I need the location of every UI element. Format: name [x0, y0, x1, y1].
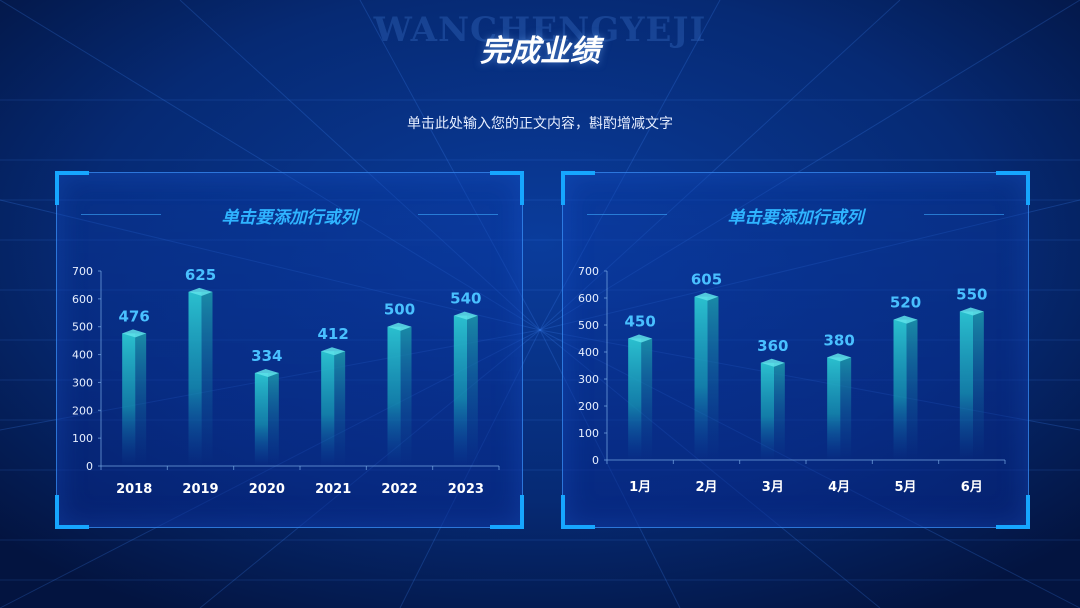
bar-side	[973, 311, 984, 460]
data-label: 550	[956, 286, 987, 304]
data-label: 500	[384, 301, 415, 319]
bar[interactable]	[827, 357, 841, 460]
y-tick-label: 600	[578, 292, 599, 305]
y-tick-label: 0	[592, 454, 599, 467]
watermark-text: WANCHENGYEJI	[373, 10, 707, 50]
bar-chart-monthly[interactable]: 0 100 200 300 400 500 600 700 450 1月 605 2月 360 3月 380…	[563, 173, 1028, 527]
data-label: 450	[625, 313, 656, 331]
y-tick-label: 100	[578, 427, 599, 440]
data-label: 605	[691, 271, 722, 289]
x-tick-label: 1月	[629, 480, 651, 495]
bar[interactable]	[959, 311, 974, 461]
corner-decoration	[996, 495, 1030, 529]
data-label: 380	[824, 331, 855, 349]
corner-decoration	[490, 495, 524, 529]
bar[interactable]	[321, 351, 335, 466]
data-label: 540	[450, 290, 481, 308]
bar-side	[201, 291, 213, 466]
data-label: 334	[251, 347, 282, 365]
bar-top	[321, 347, 346, 356]
x-tick-label: 3月	[762, 480, 784, 495]
bar[interactable]	[188, 291, 202, 466]
bar-top	[760, 358, 785, 367]
page-subtitle[interactable]: 单击此处输入您的正文内容，斟酌增减文字	[407, 116, 673, 132]
data-label: 625	[185, 266, 216, 284]
y-tick-label: 500	[578, 319, 599, 332]
bar-top	[628, 334, 653, 343]
x-tick-label: 2020	[249, 482, 285, 497]
bar-side	[774, 362, 785, 460]
title-divider	[587, 214, 667, 215]
page-title: 完成业绩	[480, 34, 600, 69]
bar-side	[400, 326, 412, 466]
corner-decoration	[561, 171, 595, 205]
x-tick-label: 2月	[695, 480, 717, 495]
corner-decoration	[55, 171, 89, 205]
bar[interactable]	[760, 362, 775, 460]
bar-side	[135, 333, 147, 466]
chart-title[interactable]: 单击要添加行或列	[221, 208, 358, 228]
chart-panel-left: 单击要添加行或列 0 100 200 300 400 500 600 700 476 2018 62…	[55, 171, 524, 529]
bar-top	[453, 311, 478, 320]
x-tick-label: 2023	[448, 482, 484, 497]
bar-side	[707, 296, 719, 460]
bar-top	[122, 329, 147, 338]
corner-decoration	[561, 495, 595, 529]
y-tick-label: 400	[578, 346, 599, 359]
chart-panel-right: 单击要添加行或列 0 100 200 300 400 500 600 700 450 1月 605 2…	[561, 171, 1030, 529]
corner-decoration	[55, 495, 89, 529]
bar-side	[467, 315, 478, 466]
y-tick-label: 0	[86, 460, 93, 473]
y-tick-label: 200	[578, 400, 599, 413]
y-tick-label: 700	[72, 265, 93, 278]
chart-title[interactable]: 单击要添加行或列	[727, 208, 864, 228]
bar-side	[906, 319, 918, 460]
x-tick-label: 2018	[116, 482, 152, 497]
bar-side	[641, 338, 653, 460]
bar-top	[893, 315, 918, 324]
bar-top	[827, 353, 852, 362]
y-tick-label: 300	[72, 376, 93, 389]
title-divider	[81, 214, 161, 215]
bar-chart-yearly[interactable]: 0 100 200 300 400 500 600 700 476 2018 625 2019 334 2…	[57, 173, 522, 527]
x-tick-label: 5月	[894, 480, 916, 495]
x-tick-label: 2021	[315, 482, 351, 497]
corner-decoration	[996, 171, 1030, 205]
bar-top	[694, 292, 719, 301]
bar-side	[334, 351, 346, 466]
y-tick-label: 500	[72, 321, 93, 334]
y-tick-label: 200	[72, 404, 93, 417]
bar-side	[840, 357, 852, 460]
bar[interactable]	[628, 338, 642, 461]
y-tick-label: 400	[72, 349, 93, 362]
x-tick-label: 4月	[828, 480, 850, 495]
y-tick-label: 100	[72, 432, 93, 445]
data-label: 520	[890, 294, 921, 312]
data-label: 412	[318, 325, 349, 343]
bar-top	[254, 368, 279, 377]
title-divider	[418, 214, 498, 215]
y-tick-label: 600	[72, 293, 93, 306]
x-tick-label: 2022	[381, 482, 417, 497]
x-tick-label: 2019	[182, 482, 218, 497]
bar[interactable]	[387, 326, 401, 466]
x-tick-label: 6月	[961, 480, 983, 495]
bar-side	[268, 372, 279, 466]
y-tick-label: 700	[578, 265, 599, 278]
bar-top	[959, 307, 984, 316]
bar[interactable]	[694, 296, 708, 460]
bar-top	[387, 322, 412, 331]
bar[interactable]	[122, 333, 136, 466]
bar[interactable]	[893, 319, 907, 460]
y-tick-label: 300	[578, 373, 599, 386]
bar[interactable]	[254, 372, 269, 466]
data-label: 360	[757, 337, 788, 355]
title-divider	[924, 214, 1004, 215]
bar[interactable]	[453, 315, 468, 466]
data-label: 476	[119, 307, 150, 325]
corner-decoration	[490, 171, 524, 205]
bar-top	[188, 287, 213, 296]
